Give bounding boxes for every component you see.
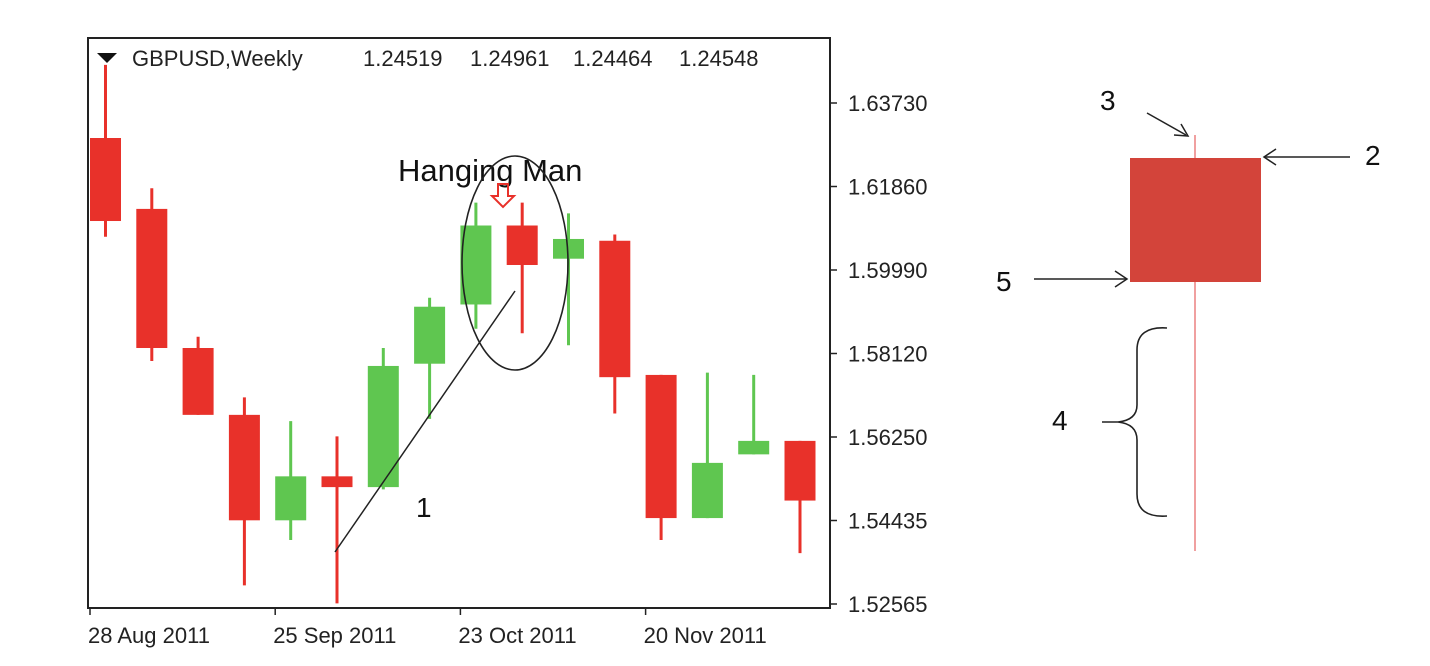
y-tick-label: 1.54435: [848, 509, 928, 534]
candle-body: [691, 462, 723, 519]
candle-body: [599, 240, 631, 378]
x-tick-label: 20 Nov 2011: [644, 623, 767, 648]
label-2: 2: [1365, 140, 1381, 171]
arrow-3-head-icon: [1173, 123, 1190, 137]
label-1: 1: [416, 492, 432, 523]
candle-body: [275, 476, 307, 521]
candle-body: [506, 225, 538, 265]
candle-body: [367, 365, 399, 488]
dropdown-triangle-icon[interactable]: [97, 53, 117, 63]
candle-body: [784, 440, 816, 501]
arrow-3-shaft: [1146, 112, 1187, 136]
y-tick-label: 1.52565: [848, 592, 928, 617]
y-tick-label: 1.58120: [848, 342, 928, 367]
brace-icon: [1102, 327, 1168, 517]
chart-low: 1.24464: [573, 46, 653, 71]
plot-frame: [87, 37, 831, 609]
candle-body: [90, 138, 121, 222]
y-tick-label: 1.63730: [848, 91, 928, 116]
candle-anatomy-diagram: 3 2 5 4: [996, 85, 1381, 551]
x-tick-label: 25 Sep 2011: [273, 623, 396, 648]
label-3: 3: [1100, 85, 1116, 116]
hanging-man-title: Hanging Man: [398, 153, 582, 188]
y-axis: 1.63730 1.61860 1.59990 1.58120 1.56250 1.544…: [830, 91, 928, 617]
candle-body: [645, 374, 677, 519]
y-tick-label: 1.56250: [848, 425, 928, 450]
highlight-ellipse: [461, 155, 569, 371]
pointer-line-1: [334, 290, 516, 553]
x-tick-label: 23 Oct 2011: [458, 623, 576, 648]
y-tick-label: 1.59990: [848, 258, 928, 283]
candle-body: [738, 440, 770, 455]
candle-body: [182, 348, 214, 415]
label-5: 5: [996, 266, 1012, 297]
chart-symbol: GBPUSD,Weekly: [132, 46, 303, 71]
chart-high: 1.24961: [470, 46, 550, 71]
chart-open: 1.24519: [363, 46, 443, 71]
candle-body: [553, 238, 584, 259]
candles: [90, 64, 816, 604]
arrow-2-head-icon: [1262, 148, 1277, 166]
candle-body: [321, 476, 353, 488]
x-axis: 28 Aug 2011 25 Sep 2011 23 Oct 2011 20 Nov …: [88, 608, 767, 648]
candle-body: [414, 306, 446, 364]
candle-body: [460, 225, 492, 305]
candle-body: [228, 414, 260, 521]
label-4: 4: [1052, 405, 1068, 436]
y-tick-label: 1.61860: [848, 175, 928, 200]
diagram-body: [1130, 158, 1261, 282]
chart-close: 1.24548: [679, 46, 759, 71]
arrow-5-head-icon: [1114, 270, 1129, 288]
x-tick-label: 28 Aug 2011: [88, 623, 210, 648]
down-arrow-icon: [489, 183, 517, 209]
candle-body: [136, 208, 168, 349]
